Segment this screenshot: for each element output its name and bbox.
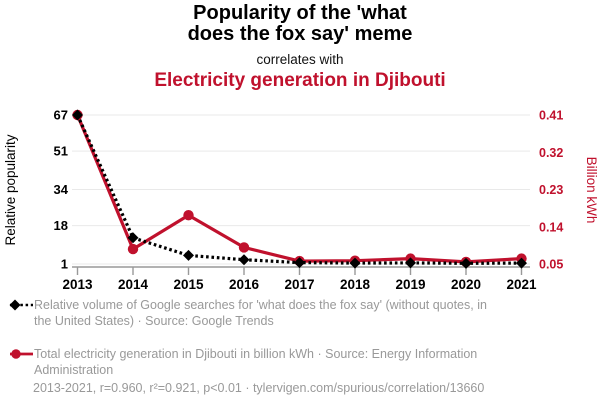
left-tick-label: 1 xyxy=(61,257,68,272)
series-fox-search-popularity-point xyxy=(349,257,361,269)
legend-label-fox: Relative volume of Google searches for '… xyxy=(34,298,487,328)
series-fox-search-popularity-point xyxy=(405,257,416,269)
left-tick-label: 51 xyxy=(54,144,68,159)
legend-entry-electricity: Total electricity generation in Djibouti… xyxy=(8,346,504,378)
x-tick-label: 2018 xyxy=(340,277,371,292)
legend-label-electricity: Total electricity generation in Djibouti… xyxy=(34,347,478,377)
stats-footnote: 2013-2021, r=0.960, r²=0.921, p<0.01 · t… xyxy=(33,381,485,395)
right-tick-label: 0.05 xyxy=(539,258,563,272)
right-tick-label: 0.23 xyxy=(539,183,563,197)
right-axis-title: Billion kWh xyxy=(584,157,599,224)
series-electricity-generation-point xyxy=(183,209,194,221)
series-electricity-generation-point xyxy=(127,243,139,255)
correlates-with-text: correlates with xyxy=(256,52,344,67)
x-tick-label: 2016 xyxy=(229,277,260,292)
legend-entry-fox: Relative volume of Google searches for '… xyxy=(8,297,504,329)
series-fox-search-popularity-point xyxy=(516,257,527,269)
series-fox-search-popularity-point xyxy=(72,109,83,121)
left-axis-title: Relative popularity xyxy=(3,134,18,245)
secondary-title: Electricity generation in Djibouti xyxy=(154,70,446,91)
x-tick-label: 2015 xyxy=(173,277,204,292)
x-tick-label: 2019 xyxy=(395,277,425,292)
series-fox-search-popularity-point xyxy=(238,254,250,266)
title-line-1: Popularity of the 'what xyxy=(193,2,407,24)
left-tick-label: 67 xyxy=(54,108,68,123)
series-fox-search-popularity-point xyxy=(294,257,305,269)
right-tick-label: 0.14 xyxy=(539,220,563,234)
page-title: Popularity of the 'what does the fox say… xyxy=(0,3,600,45)
series-fox-search-popularity-point xyxy=(183,249,194,261)
x-tick-label: 2014 xyxy=(118,277,149,292)
red-circle-line-icon xyxy=(8,348,34,364)
title-line-2: does the fox say' meme xyxy=(187,23,413,45)
right-tick-label: 0.41 xyxy=(539,109,563,123)
series-electricity-generation-point xyxy=(238,242,250,253)
chart-canvas: 2013 2014 2015 2016 2017 2018 2019 2020 2021 1 18 3… xyxy=(3,108,599,293)
black-diamond-dotted-line-icon xyxy=(8,299,34,315)
right-tick-label: 0.32 xyxy=(539,146,563,160)
series-fox-search-popularity-point xyxy=(127,232,139,244)
x-tick-label: 2021 xyxy=(506,277,537,292)
left-tick-label: 18 xyxy=(54,218,68,233)
series-fox-search-popularity-point xyxy=(460,257,472,269)
x-tick-label: 2020 xyxy=(451,277,481,292)
x-tick-label: 2013 xyxy=(62,277,93,292)
x-tick-label: 2017 xyxy=(284,277,314,292)
left-tick-label: 34 xyxy=(54,182,69,197)
